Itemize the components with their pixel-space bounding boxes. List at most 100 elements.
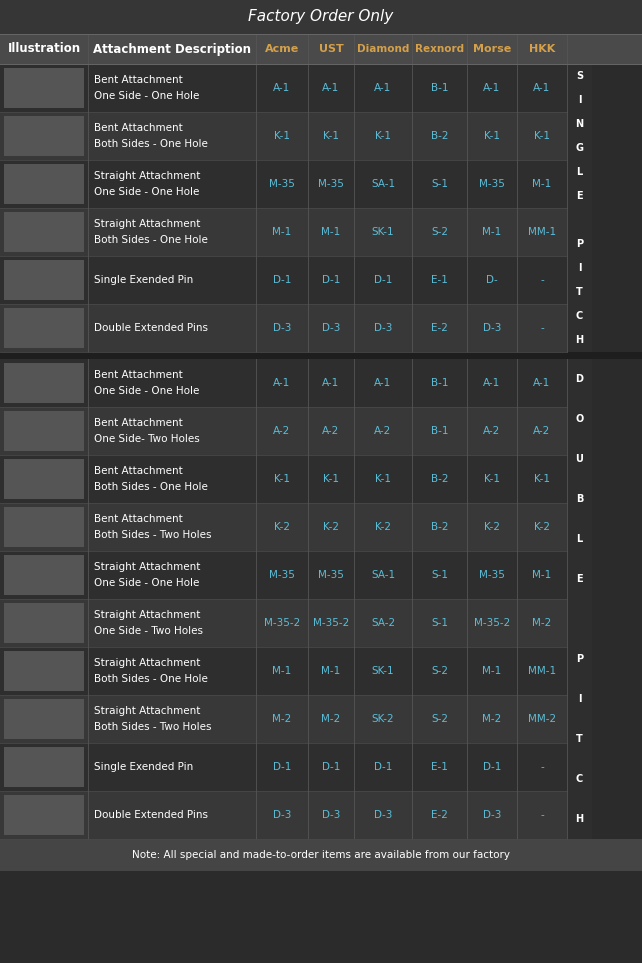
- Text: L: L: [577, 167, 583, 177]
- Bar: [0, 695, 567, 743]
- Bar: [4, 795, 84, 835]
- Bar: [0, 455, 567, 503]
- Text: -: -: [540, 810, 544, 820]
- Text: MM-1: MM-1: [528, 666, 556, 676]
- Text: M-35-2: M-35-2: [474, 618, 510, 628]
- Text: D-3: D-3: [322, 323, 340, 333]
- Text: Illustration: Illustration: [8, 42, 80, 56]
- Text: S-2: S-2: [431, 714, 448, 724]
- Text: One Side - One Hole: One Side - One Hole: [94, 91, 200, 101]
- Text: One Side - Two Holes: One Side - Two Holes: [94, 626, 203, 636]
- Text: K-1: K-1: [534, 474, 550, 484]
- Text: M-2: M-2: [482, 714, 501, 724]
- Bar: [0, 304, 567, 352]
- Bar: [0, 743, 567, 791]
- Text: M-2: M-2: [532, 618, 551, 628]
- Text: M-35: M-35: [269, 570, 295, 580]
- Text: Straight Attachment: Straight Attachment: [94, 658, 200, 668]
- Text: Both Sides - One Hole: Both Sides - One Hole: [94, 482, 208, 492]
- Text: M-2: M-2: [322, 714, 341, 724]
- Text: D-1: D-1: [374, 762, 392, 772]
- Text: Straight Attachment: Straight Attachment: [94, 219, 200, 229]
- Text: B-2: B-2: [431, 131, 448, 141]
- Text: M-35: M-35: [318, 179, 344, 189]
- Text: Single Exended Pin: Single Exended Pin: [94, 762, 193, 772]
- Text: SA-1: SA-1: [371, 570, 395, 580]
- Bar: [4, 116, 84, 156]
- Text: M-1: M-1: [532, 570, 551, 580]
- Text: Double Extended Pins: Double Extended Pins: [94, 323, 208, 333]
- Text: E-1: E-1: [431, 762, 448, 772]
- Bar: [4, 651, 84, 691]
- Text: K-1: K-1: [274, 131, 290, 141]
- Text: Single Exended Pin: Single Exended Pin: [94, 275, 193, 285]
- Text: S: S: [576, 71, 583, 81]
- Text: T: T: [576, 734, 583, 744]
- Text: MM-2: MM-2: [528, 714, 556, 724]
- Text: E-2: E-2: [431, 810, 448, 820]
- Text: Both Sides - One Hole: Both Sides - One Hole: [94, 674, 208, 684]
- Text: A-1: A-1: [322, 83, 340, 93]
- Text: One Side - One Hole: One Side - One Hole: [94, 578, 200, 588]
- Text: A-2: A-2: [483, 426, 501, 436]
- Bar: [4, 603, 84, 643]
- Text: U: U: [576, 454, 584, 464]
- Text: E-1: E-1: [431, 275, 448, 285]
- Text: K-1: K-1: [484, 131, 500, 141]
- Text: D-1: D-1: [273, 762, 291, 772]
- Bar: [567, 359, 592, 839]
- Text: Both Sides - One Hole: Both Sides - One Hole: [94, 235, 208, 245]
- Text: E: E: [576, 191, 583, 201]
- Bar: [0, 551, 567, 599]
- Bar: [4, 555, 84, 595]
- Text: D-3: D-3: [374, 323, 392, 333]
- Text: D-: D-: [486, 275, 498, 285]
- Text: M-1: M-1: [322, 666, 341, 676]
- Text: D-1: D-1: [322, 275, 340, 285]
- Bar: [0, 112, 567, 160]
- Text: Note: All special and made-to-order items are available from our factory: Note: All special and made-to-order item…: [132, 850, 510, 860]
- Bar: [0, 208, 567, 256]
- Text: Straight Attachment: Straight Attachment: [94, 562, 200, 572]
- Text: P: P: [576, 654, 583, 664]
- Text: SA-2: SA-2: [371, 618, 395, 628]
- Bar: [0, 647, 567, 695]
- Text: Bent Attachment: Bent Attachment: [94, 418, 183, 428]
- Text: Both Sides - Two Holes: Both Sides - Two Holes: [94, 722, 211, 732]
- Text: D-1: D-1: [374, 275, 392, 285]
- Text: D-3: D-3: [322, 810, 340, 820]
- Text: K-1: K-1: [534, 131, 550, 141]
- Text: M-35-2: M-35-2: [264, 618, 300, 628]
- Bar: [4, 164, 84, 204]
- Text: S-2: S-2: [431, 666, 448, 676]
- Text: Factory Order Only: Factory Order Only: [248, 10, 394, 24]
- Bar: [0, 0, 642, 34]
- Text: N: N: [575, 119, 584, 129]
- Bar: [0, 791, 567, 839]
- Text: A-1: A-1: [374, 83, 392, 93]
- Text: M-1: M-1: [272, 666, 291, 676]
- Bar: [0, 359, 567, 407]
- Text: O: O: [575, 414, 584, 424]
- Text: K-1: K-1: [274, 474, 290, 484]
- Text: G: G: [575, 143, 584, 153]
- Text: S-2: S-2: [431, 227, 448, 237]
- Bar: [567, 64, 592, 352]
- Text: D-3: D-3: [483, 810, 501, 820]
- Text: P: P: [576, 239, 583, 249]
- Text: B: B: [576, 494, 583, 504]
- Text: Straight Attachment: Straight Attachment: [94, 706, 200, 716]
- Text: M-1: M-1: [482, 666, 501, 676]
- Text: Rexnord: Rexnord: [415, 44, 464, 54]
- Text: E-2: E-2: [431, 323, 448, 333]
- Text: Bent Attachment: Bent Attachment: [94, 466, 183, 476]
- Text: M-35-2: M-35-2: [313, 618, 349, 628]
- Text: S-1: S-1: [431, 618, 448, 628]
- Text: One Side - One Hole: One Side - One Hole: [94, 187, 200, 197]
- Text: SK-1: SK-1: [372, 666, 394, 676]
- Text: HKK: HKK: [529, 44, 555, 54]
- Text: A-1: A-1: [322, 378, 340, 388]
- Text: Attachment Description: Attachment Description: [93, 42, 251, 56]
- Text: K-1: K-1: [375, 474, 391, 484]
- Bar: [0, 160, 567, 208]
